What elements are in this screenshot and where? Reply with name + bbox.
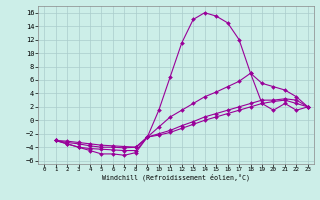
X-axis label: Windchill (Refroidissement éolien,°C): Windchill (Refroidissement éolien,°C) <box>102 174 250 181</box>
